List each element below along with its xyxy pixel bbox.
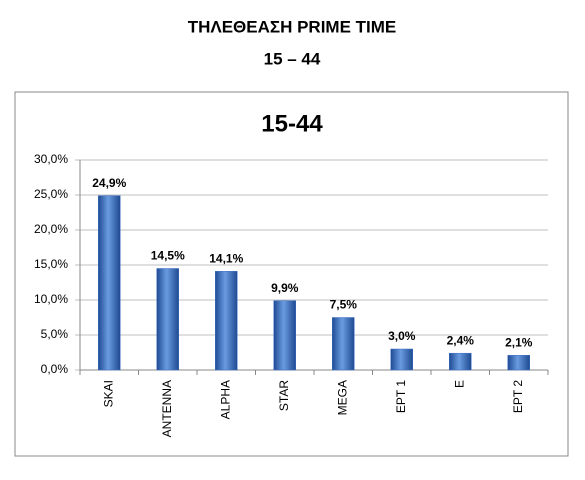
y-tick-label: 0,0% — [41, 362, 69, 376]
x-tick-label: SKAI — [101, 380, 115, 407]
x-tick-label: E — [452, 380, 466, 388]
bar — [332, 317, 355, 371]
x-tick-label: STAR — [277, 380, 291, 411]
value-label: 2,4% — [447, 333, 475, 347]
value-label: 9,9% — [271, 281, 299, 295]
y-tick-label: 5,0% — [41, 327, 69, 341]
chart-frame — [14, 91, 569, 457]
value-label: 14,5% — [151, 249, 185, 263]
value-label: 14,1% — [209, 251, 243, 265]
value-label: 24,9% — [92, 176, 126, 190]
bar — [215, 271, 238, 371]
y-tick-label: 20,0% — [34, 222, 68, 236]
x-tick-label: ΕΡΤ 1 — [394, 380, 408, 413]
bar — [98, 195, 121, 371]
x-tick-label: ALPHA — [218, 380, 232, 419]
y-tick-label: 10,0% — [34, 292, 68, 306]
page-subtitle: 15 – 44 — [264, 49, 321, 68]
bar — [156, 268, 179, 371]
page-title: ΤΗΛΕΘΕΑΣΗ PRIME TIME — [188, 17, 397, 36]
x-tick-label: ANTENNA — [160, 380, 174, 437]
x-tick-label: ΕΡΤ 2 — [511, 380, 525, 413]
bar — [273, 300, 296, 371]
value-label: 7,5% — [330, 298, 358, 312]
value-label: 2,1% — [505, 335, 533, 349]
bar — [449, 352, 472, 371]
y-tick-label: 15,0% — [34, 257, 68, 271]
plot: 0,0% 5,0% 10,0% 15,0% 20,0% 25,0% 30,0% SKAI 24,… — [34, 152, 549, 437]
bar — [390, 348, 413, 371]
y-tick-label: 30,0% — [34, 152, 68, 166]
chart-title: 15-44 — [261, 110, 323, 137]
bar — [507, 355, 530, 371]
value-label: 3,0% — [388, 329, 416, 343]
x-tick-label: MEGA — [335, 380, 349, 415]
y-tick-label: 25,0% — [34, 187, 68, 201]
